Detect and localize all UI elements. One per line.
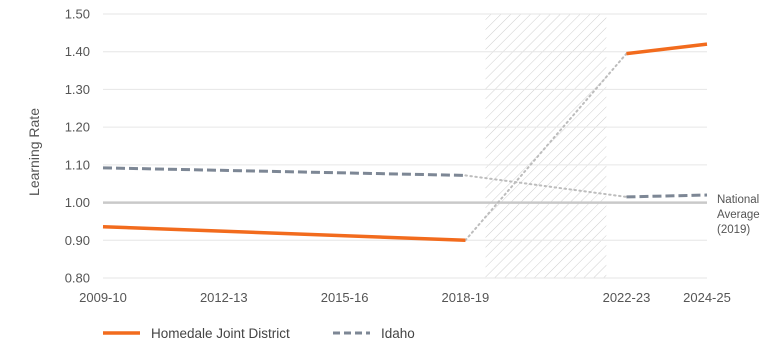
shaded-period: [485, 14, 607, 278]
x-tick-label: 2024-25: [683, 290, 731, 305]
idaho-series-line: [626, 193, 708, 199]
y-tick-label: 1.20: [65, 120, 90, 135]
x-tick-label: 2009-10: [79, 290, 127, 305]
reference-line-label: National: [717, 194, 759, 206]
homedale-joint-district-gap-line: [464, 52, 628, 242]
x-tick-label: 2015-16: [321, 290, 369, 305]
idaho-gap-line: [464, 174, 628, 198]
y-tick-label: 1.50: [65, 7, 90, 22]
legend-label: Idaho: [381, 326, 415, 341]
y-tick-label: 1.40: [65, 44, 90, 59]
y-tick-label: 0.80: [65, 271, 90, 286]
legend-label: Homedale Joint District: [151, 326, 290, 341]
reference-line-label: Average: [717, 209, 760, 221]
x-tick-label: 2012-13: [200, 290, 248, 305]
y-tick-label: 1.00: [65, 195, 90, 210]
idaho-series-line: [102, 166, 466, 177]
y-axis-title: Learning Rate: [26, 108, 42, 196]
x-tick-label: 2022-23: [603, 290, 651, 305]
homedale-joint-district-series-line: [626, 42, 708, 56]
y-tick-label: 1.30: [65, 82, 90, 97]
y-tick-label: 1.10: [65, 157, 90, 172]
reference-line-label: (2019): [717, 224, 750, 236]
x-tick-label: 2018-19: [442, 290, 490, 305]
y-tick-label: 0.90: [65, 233, 90, 248]
homedale-joint-district-series-line: [102, 224, 466, 243]
